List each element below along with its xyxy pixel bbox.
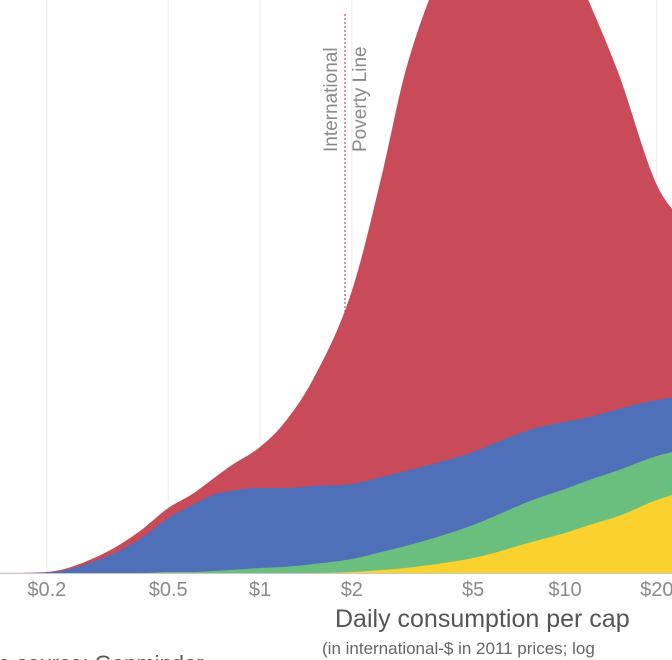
x-tick-label-2: $1 [249,579,271,601]
x-tick-label-1: $0.5 [149,579,188,601]
stacked-areas [0,0,672,573]
poverty-label-line2: Poverty Line [350,46,371,152]
x-tick-labels: $0.2 $0.5 $1 $2 $5 $10 $20 [27,579,672,601]
x-tick-label-5: $10 [548,579,581,601]
x-tick-label-4: $5 [462,579,484,601]
area-series-1 [0,452,672,573]
x-tick-label-6: $20 [640,579,672,601]
poverty-line-group: International Poverty Line [321,14,371,326]
poverty-label-line1: International [321,47,342,152]
x-tick-label-0: $0.2 [27,579,66,601]
area-series-0 [0,495,672,573]
x-axis-title: Daily consumption per cap [335,605,630,633]
data-source-note: ta source: Gapminder [0,651,204,660]
x-tick-label-3: $2 [341,579,363,601]
area-series-3 [0,0,672,573]
x-axis-subtitle: (in international-$ in 2011 prices; log [322,639,595,658]
